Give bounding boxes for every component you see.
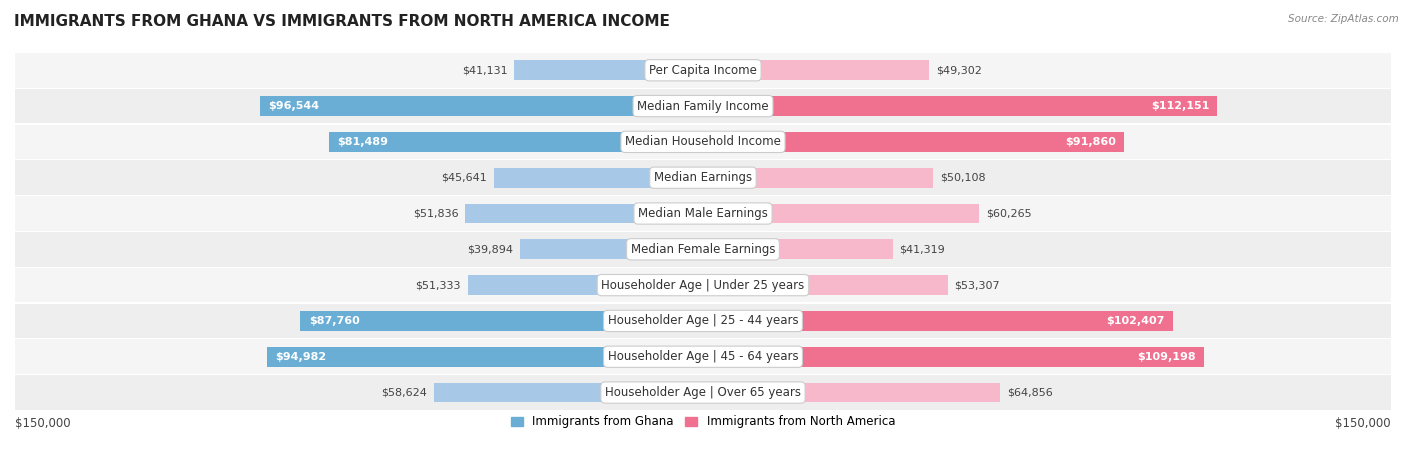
Text: $51,333: $51,333 — [415, 280, 461, 290]
Text: Householder Age | Over 65 years: Householder Age | Over 65 years — [605, 386, 801, 399]
Text: $109,198: $109,198 — [1137, 352, 1195, 362]
Text: $60,265: $60,265 — [986, 208, 1032, 219]
Text: Median Household Income: Median Household Income — [626, 135, 780, 149]
Text: $150,000: $150,000 — [1336, 417, 1391, 430]
Text: $102,407: $102,407 — [1107, 316, 1164, 326]
Text: $41,131: $41,131 — [461, 65, 508, 75]
Bar — [703, 275, 948, 295]
Bar — [703, 132, 1125, 152]
Bar — [703, 240, 893, 259]
Text: $41,319: $41,319 — [900, 244, 945, 255]
Bar — [15, 232, 1391, 267]
Text: $58,624: $58,624 — [381, 388, 427, 397]
Text: Median Family Income: Median Family Income — [637, 99, 769, 113]
Bar — [260, 96, 703, 116]
Bar — [703, 311, 1173, 331]
Text: $53,307: $53,307 — [955, 280, 1000, 290]
Bar — [329, 132, 703, 152]
Bar — [15, 125, 1391, 159]
Text: $91,860: $91,860 — [1066, 137, 1116, 147]
Text: $49,302: $49,302 — [936, 65, 981, 75]
Text: $51,836: $51,836 — [413, 208, 458, 219]
Text: $87,760: $87,760 — [309, 316, 360, 326]
Text: $94,982: $94,982 — [276, 352, 326, 362]
Bar — [494, 168, 703, 188]
Bar — [15, 160, 1391, 195]
Bar — [267, 347, 703, 367]
Text: Median Earnings: Median Earnings — [654, 171, 752, 184]
Text: $112,151: $112,151 — [1150, 101, 1209, 111]
Bar — [703, 204, 980, 223]
Bar — [15, 89, 1391, 123]
Text: Source: ZipAtlas.com: Source: ZipAtlas.com — [1288, 14, 1399, 24]
Bar — [465, 204, 703, 223]
Bar — [520, 240, 703, 259]
Text: Householder Age | 25 - 44 years: Householder Age | 25 - 44 years — [607, 314, 799, 327]
Bar — [703, 168, 932, 188]
Bar — [15, 196, 1391, 231]
Text: $39,894: $39,894 — [467, 244, 513, 255]
Text: $96,544: $96,544 — [269, 101, 319, 111]
Bar — [703, 382, 1001, 403]
Bar — [15, 375, 1391, 410]
Bar — [434, 382, 703, 403]
Bar — [15, 304, 1391, 338]
Text: $150,000: $150,000 — [15, 417, 70, 430]
Text: Householder Age | 45 - 64 years: Householder Age | 45 - 64 years — [607, 350, 799, 363]
Bar — [703, 347, 1204, 367]
Text: IMMIGRANTS FROM GHANA VS IMMIGRANTS FROM NORTH AMERICA INCOME: IMMIGRANTS FROM GHANA VS IMMIGRANTS FROM… — [14, 14, 669, 29]
Bar — [15, 53, 1391, 88]
Text: Householder Age | Under 25 years: Householder Age | Under 25 years — [602, 279, 804, 291]
Text: $81,489: $81,489 — [337, 137, 388, 147]
Bar — [468, 275, 703, 295]
Bar — [515, 60, 703, 80]
Bar — [15, 268, 1391, 303]
Text: $50,108: $50,108 — [939, 173, 986, 183]
Text: $45,641: $45,641 — [441, 173, 486, 183]
Text: Per Capita Income: Per Capita Income — [650, 64, 756, 77]
Text: Median Female Earnings: Median Female Earnings — [631, 243, 775, 256]
Bar — [703, 60, 929, 80]
Text: Median Male Earnings: Median Male Earnings — [638, 207, 768, 220]
Text: $64,856: $64,856 — [1007, 388, 1053, 397]
Bar — [15, 340, 1391, 374]
Bar — [301, 311, 703, 331]
Bar — [703, 96, 1218, 116]
Legend: Immigrants from Ghana, Immigrants from North America: Immigrants from Ghana, Immigrants from N… — [506, 411, 900, 433]
